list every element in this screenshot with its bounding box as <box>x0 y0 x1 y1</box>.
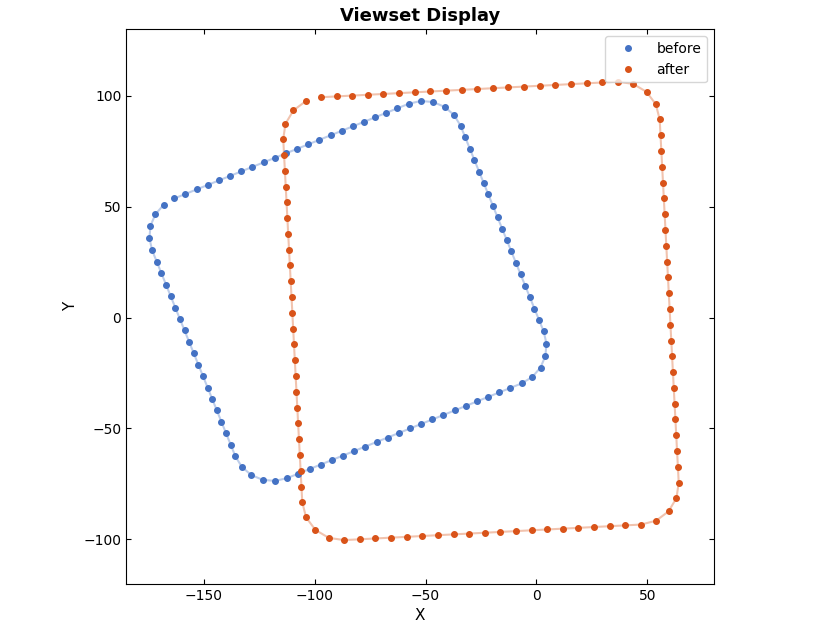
after <box>316 93 326 101</box>
after <box>655 132 665 139</box>
Title: Viewset Display: Viewset Display <box>340 7 500 25</box>
before <box>236 168 246 175</box>
before <box>226 441 236 449</box>
after <box>281 183 291 190</box>
before <box>535 364 545 371</box>
after <box>339 536 349 544</box>
Legend: before, after: before, after <box>605 36 707 83</box>
after <box>278 135 288 143</box>
before <box>449 407 459 415</box>
Line: after: after <box>281 79 681 543</box>
before <box>159 201 169 209</box>
before <box>371 438 381 446</box>
after <box>612 78 622 86</box>
after <box>628 80 638 88</box>
before <box>259 159 269 166</box>
after <box>480 529 490 537</box>
before <box>270 477 280 484</box>
Line: before: before <box>147 98 549 484</box>
before <box>416 97 426 105</box>
after <box>301 97 311 105</box>
after <box>605 522 615 530</box>
before <box>169 195 179 202</box>
X-axis label: X: X <box>415 608 425 623</box>
Y-axis label: Y: Y <box>63 302 78 311</box>
